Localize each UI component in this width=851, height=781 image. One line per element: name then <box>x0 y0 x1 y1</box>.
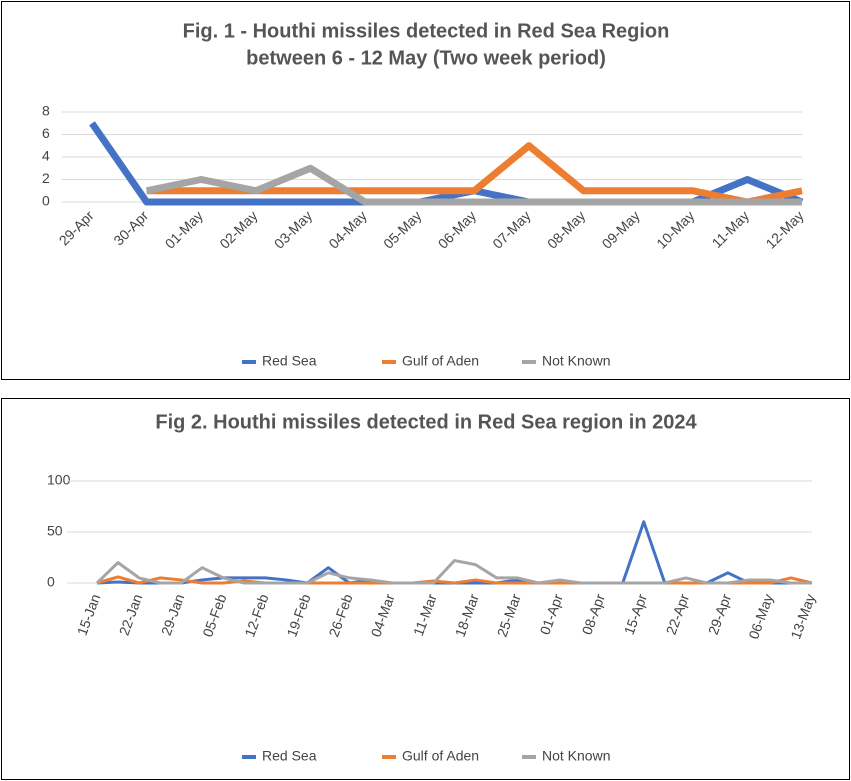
x-tick-label: 12-May <box>762 207 806 251</box>
x-tick-label: 15-Jan <box>74 592 104 638</box>
x-tick-label: 11-Mar <box>410 592 440 638</box>
x-tick-label: 03-May <box>271 207 315 251</box>
series-line <box>145 164 802 206</box>
chart-title: Fig. 1 - Houthi missiles detected in Red… <box>183 20 670 42</box>
chart-2: Fig 2. Houthi missiles detected in Red S… <box>47 411 818 764</box>
x-tick-label: 19-Feb <box>283 592 313 639</box>
x-tick-label: 06-May <box>435 207 479 251</box>
x-tick-label: 08-May <box>544 207 588 251</box>
legend-label: Red Sea <box>262 748 317 764</box>
legend-label: Red Sea <box>262 353 317 369</box>
x-tick-label: 18-Mar <box>452 592 482 639</box>
x-tick-label: 13-May <box>787 592 818 641</box>
legend-label: Gulf of Aden <box>402 748 479 764</box>
x-tick-label: 05-May <box>380 207 424 251</box>
x-tick-label: 29-Jan <box>158 592 188 638</box>
x-tick-label: 05-Feb <box>199 592 229 639</box>
legend-label: Not Known <box>542 748 610 764</box>
x-tick-label: 15-Apr <box>621 592 651 637</box>
x-tick-label: 02-May <box>216 207 260 251</box>
series-line <box>96 520 812 585</box>
series-line <box>96 575 813 585</box>
x-tick-label: 09-May <box>599 207 643 251</box>
legend-label: Not Known <box>542 353 610 369</box>
x-tick-label: 04-May <box>325 207 369 251</box>
chart-title: Fig 2. Houthi missiles detected in Red S… <box>155 411 697 433</box>
x-tick-label: 08-Apr <box>579 592 609 637</box>
y-tick-label: 0 <box>42 193 50 209</box>
chart-2-frame: Fig 2. Houthi missiles detected in Red S… <box>1 398 850 780</box>
x-tick-label: 01-May <box>162 207 206 251</box>
x-tick-label: 29-Apr <box>705 592 735 637</box>
series-line <box>146 142 803 206</box>
y-tick-label: 4 <box>42 148 50 164</box>
y-tick-label: 8 <box>42 103 50 119</box>
x-tick-label: 22-Apr <box>663 592 693 637</box>
x-tick-label: 12-Feb <box>241 592 271 639</box>
x-tick-label: 22-Jan <box>116 592 146 638</box>
y-tick-label: 2 <box>42 170 50 186</box>
x-tick-label: 25-Mar <box>494 592 524 639</box>
x-tick-label: 10-May <box>653 207 697 251</box>
chart-subtitle: between 6 - 12 May (Two week period) <box>246 47 606 69</box>
x-tick-label: 11-May <box>709 207 753 251</box>
series-line <box>95 559 812 585</box>
y-tick-label: 50 <box>47 523 63 539</box>
chart-1: Fig. 1 - Houthi missiles detected in Red… <box>42 20 807 369</box>
y-tick-label: 6 <box>42 125 50 141</box>
legend-label: Gulf of Aden <box>402 353 479 369</box>
x-tick-label: 29-Apr <box>56 207 97 248</box>
x-tick-label: 06-May <box>745 592 776 641</box>
chart-1-frame: Fig. 1 - Houthi missiles detected in Red… <box>1 1 850 380</box>
x-tick-label: 04-Mar <box>368 592 398 639</box>
x-tick-label: 30-Apr <box>110 207 151 248</box>
x-tick-label: 01-Apr <box>537 592 567 637</box>
y-tick-label: 0 <box>47 574 55 590</box>
x-tick-label: 07-May <box>489 207 533 251</box>
y-tick-label: 100 <box>47 472 71 488</box>
x-tick-label: 26-Feb <box>325 592 355 639</box>
